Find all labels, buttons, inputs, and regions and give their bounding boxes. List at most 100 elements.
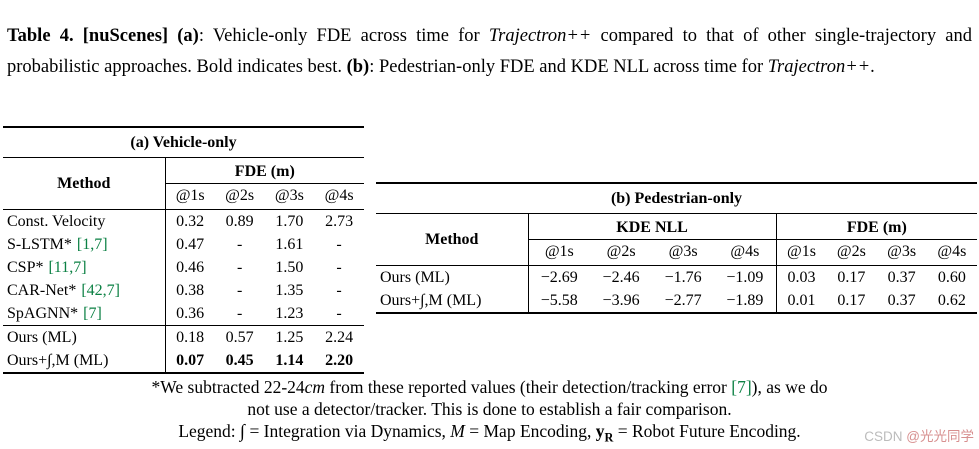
fde-value: 0.57: [225, 329, 254, 346]
vehicle-only-table: (a) Vehicle-only Method FDE (m) @1s @2s …: [3, 126, 364, 374]
fde-value: -: [236, 236, 243, 253]
pedestrian-only-table: (b) Pedestrian-only Method KDE NLL FDE (…: [376, 182, 977, 314]
table-row-ours: Ours (ML) 0.18 0.57 1.25 2.24: [3, 325, 364, 349]
fde-value-best: 2.20: [314, 349, 364, 374]
method-cell: SpAGNN* [7]: [3, 302, 166, 326]
kde-nll-value: −1.89: [714, 289, 777, 314]
kde-col-header-2s: @2s: [590, 239, 653, 266]
fde-value: 0.36: [165, 302, 215, 326]
kde-nll-value: −2.69: [540, 269, 578, 286]
footnote-text: from these reported values (their detect…: [325, 377, 732, 397]
fde-value: -: [336, 236, 342, 253]
table-caption: Table 4. [nuScenes] (a): Vehicle-only FD…: [7, 21, 972, 83]
fde-value: -: [336, 282, 342, 299]
footnote-line-2: not use a detector/tracker. This is done…: [247, 398, 732, 419]
fde-value: 0.47: [176, 236, 205, 253]
fde-col-header-3s: @3s: [876, 239, 927, 266]
caption-table-label: Table 4. [nuScenes]: [7, 25, 178, 46]
method-cell: S-LSTM* [1,7]: [3, 233, 166, 256]
legend-text: = Map Encoding,: [464, 421, 596, 441]
fde-value-best: 0.45: [214, 349, 265, 374]
legend-line: Legend: ∫ = Integration via Dynamics, M …: [0, 420, 979, 449]
fde-value: -: [314, 302, 364, 326]
caption-model-name: Trajectron++: [767, 56, 871, 77]
method-cell: Ours+∫,M (ML): [3, 349, 166, 374]
fde-value: 2.24: [325, 329, 354, 346]
col-header-1s: @1s: [165, 183, 215, 210]
kde-nll-value: −3.96: [590, 289, 653, 314]
fde-group-header: FDE (m): [165, 157, 364, 184]
method-cell: Ours+∫,M (ML): [376, 289, 529, 314]
table-b-title: (b) Pedestrian-only: [376, 182, 977, 214]
citation-link[interactable]: [11,7]: [48, 259, 87, 276]
fde-value: -: [236, 259, 243, 276]
fde-value: 1.35: [275, 282, 304, 299]
kde-nll-value: −1.09: [714, 265, 777, 289]
fde-group-header: FDE (m): [776, 213, 977, 240]
table-row: Const. Velocity 0.32 0.89 1.70 2.73: [3, 209, 364, 233]
footnote-text: ), as we do: [751, 377, 828, 397]
caption-part-b-label: (b): [346, 56, 370, 77]
kde-nll-value: −2.46: [602, 269, 640, 286]
robot-symbol: y: [595, 421, 605, 441]
fde-value: 0.17: [826, 289, 877, 314]
table-row: Ours+∫,M (ML) −5.58 −3.96 −2.77 −1.89 0.…: [376, 289, 977, 314]
fde-value: 0.18: [176, 329, 205, 346]
table-row: S-LSTM* [1,7] 0.47 - 1.61 -: [3, 233, 364, 256]
table-a-title-row: (a) Vehicle-only: [3, 126, 364, 158]
method-name: CSP*: [7, 259, 44, 276]
table-row: CSP* [11,7] 0.46 - 1.50 -: [3, 256, 364, 279]
fde-col-header-1s: @1s: [776, 239, 827, 266]
method-cell: Const. Velocity: [3, 209, 166, 233]
fde-value: 0.37: [887, 269, 916, 286]
fde-value: -: [236, 282, 243, 299]
footnote-line-1: *We subtracted 22-24cm from these report…: [0, 377, 979, 399]
citation-link[interactable]: [7]: [83, 305, 102, 322]
fde-value-best: 1.14: [264, 349, 315, 374]
fde-value: 0.32: [176, 213, 205, 230]
footnote-text: *We subtracted 22-24: [151, 377, 305, 397]
fde-value: 0.03: [787, 269, 816, 286]
robot-subscript: R: [604, 430, 614, 445]
caption-text: : Vehicle-only FDE across time for: [198, 25, 489, 46]
kde-nll-group-header: KDE NLL: [528, 213, 777, 240]
fde-value: 1.23: [264, 302, 315, 326]
fde-value-best: 0.07: [165, 349, 215, 374]
map-symbol: M: [450, 421, 465, 441]
method-name: S-LSTM*: [7, 236, 72, 253]
caption-text: compared to that of other single-traject…: [7, 25, 972, 77]
legend-text: = Integration via Dynamics,: [245, 421, 451, 441]
citation-link[interactable]: [1,7]: [76, 236, 108, 253]
table-row: SpAGNN* [7] 0.36 - 1.23 -: [3, 302, 364, 326]
col-header-3s: @3s: [264, 183, 315, 210]
citation-link[interactable]: [7]: [731, 377, 752, 397]
footnote-unit: cm: [304, 377, 326, 397]
fde-value: 1.70: [275, 213, 304, 230]
table-row-ours-best: Ours+∫,M (ML) 0.07 0.45 1.14 2.20: [3, 349, 364, 374]
method-name: SpAGNN*: [7, 305, 79, 322]
table-row: CAR-Net* [42,7] 0.38 - 1.35 -: [3, 279, 364, 302]
fde-value: 0.60: [937, 269, 966, 286]
table-a-title: (a) Vehicle-only: [3, 126, 364, 158]
method-column-header: Method: [3, 157, 166, 210]
caption-model-name: Trajectron++: [488, 25, 592, 46]
caption-text: : Pedestrian-only FDE and KDE NLL across…: [369, 56, 768, 77]
fde-value: 0.17: [837, 269, 866, 286]
table-b-time-header-row: @1s @2s @3s @4s @1s @2s @3s @4s: [376, 239, 977, 266]
method-cell: Ours (ML): [376, 265, 529, 289]
fde-col-header-2s: @2s: [826, 239, 877, 266]
kde-nll-value: −1.76: [664, 269, 702, 286]
table-b-header-row: Method KDE NLL FDE (m): [376, 213, 977, 266]
fde-value: 0.62: [926, 289, 977, 314]
fde-value: 1.50: [275, 259, 304, 276]
caption-text: .: [870, 56, 875, 77]
kde-nll-value: −2.77: [652, 289, 715, 314]
fde-value: 0.38: [176, 282, 205, 299]
citation-link[interactable]: [42,7]: [81, 282, 120, 299]
col-header-2s: @2s: [214, 183, 265, 210]
fde-value: 0.89: [225, 213, 254, 230]
table-row: Ours (ML) −2.69 −2.46 −1.76 −1.09 0.03 0…: [376, 265, 977, 289]
kde-col-header-3s: @3s: [652, 239, 715, 266]
fde-col-header-4s: @4s: [926, 239, 977, 266]
integral-symbol: ∫: [240, 421, 246, 441]
